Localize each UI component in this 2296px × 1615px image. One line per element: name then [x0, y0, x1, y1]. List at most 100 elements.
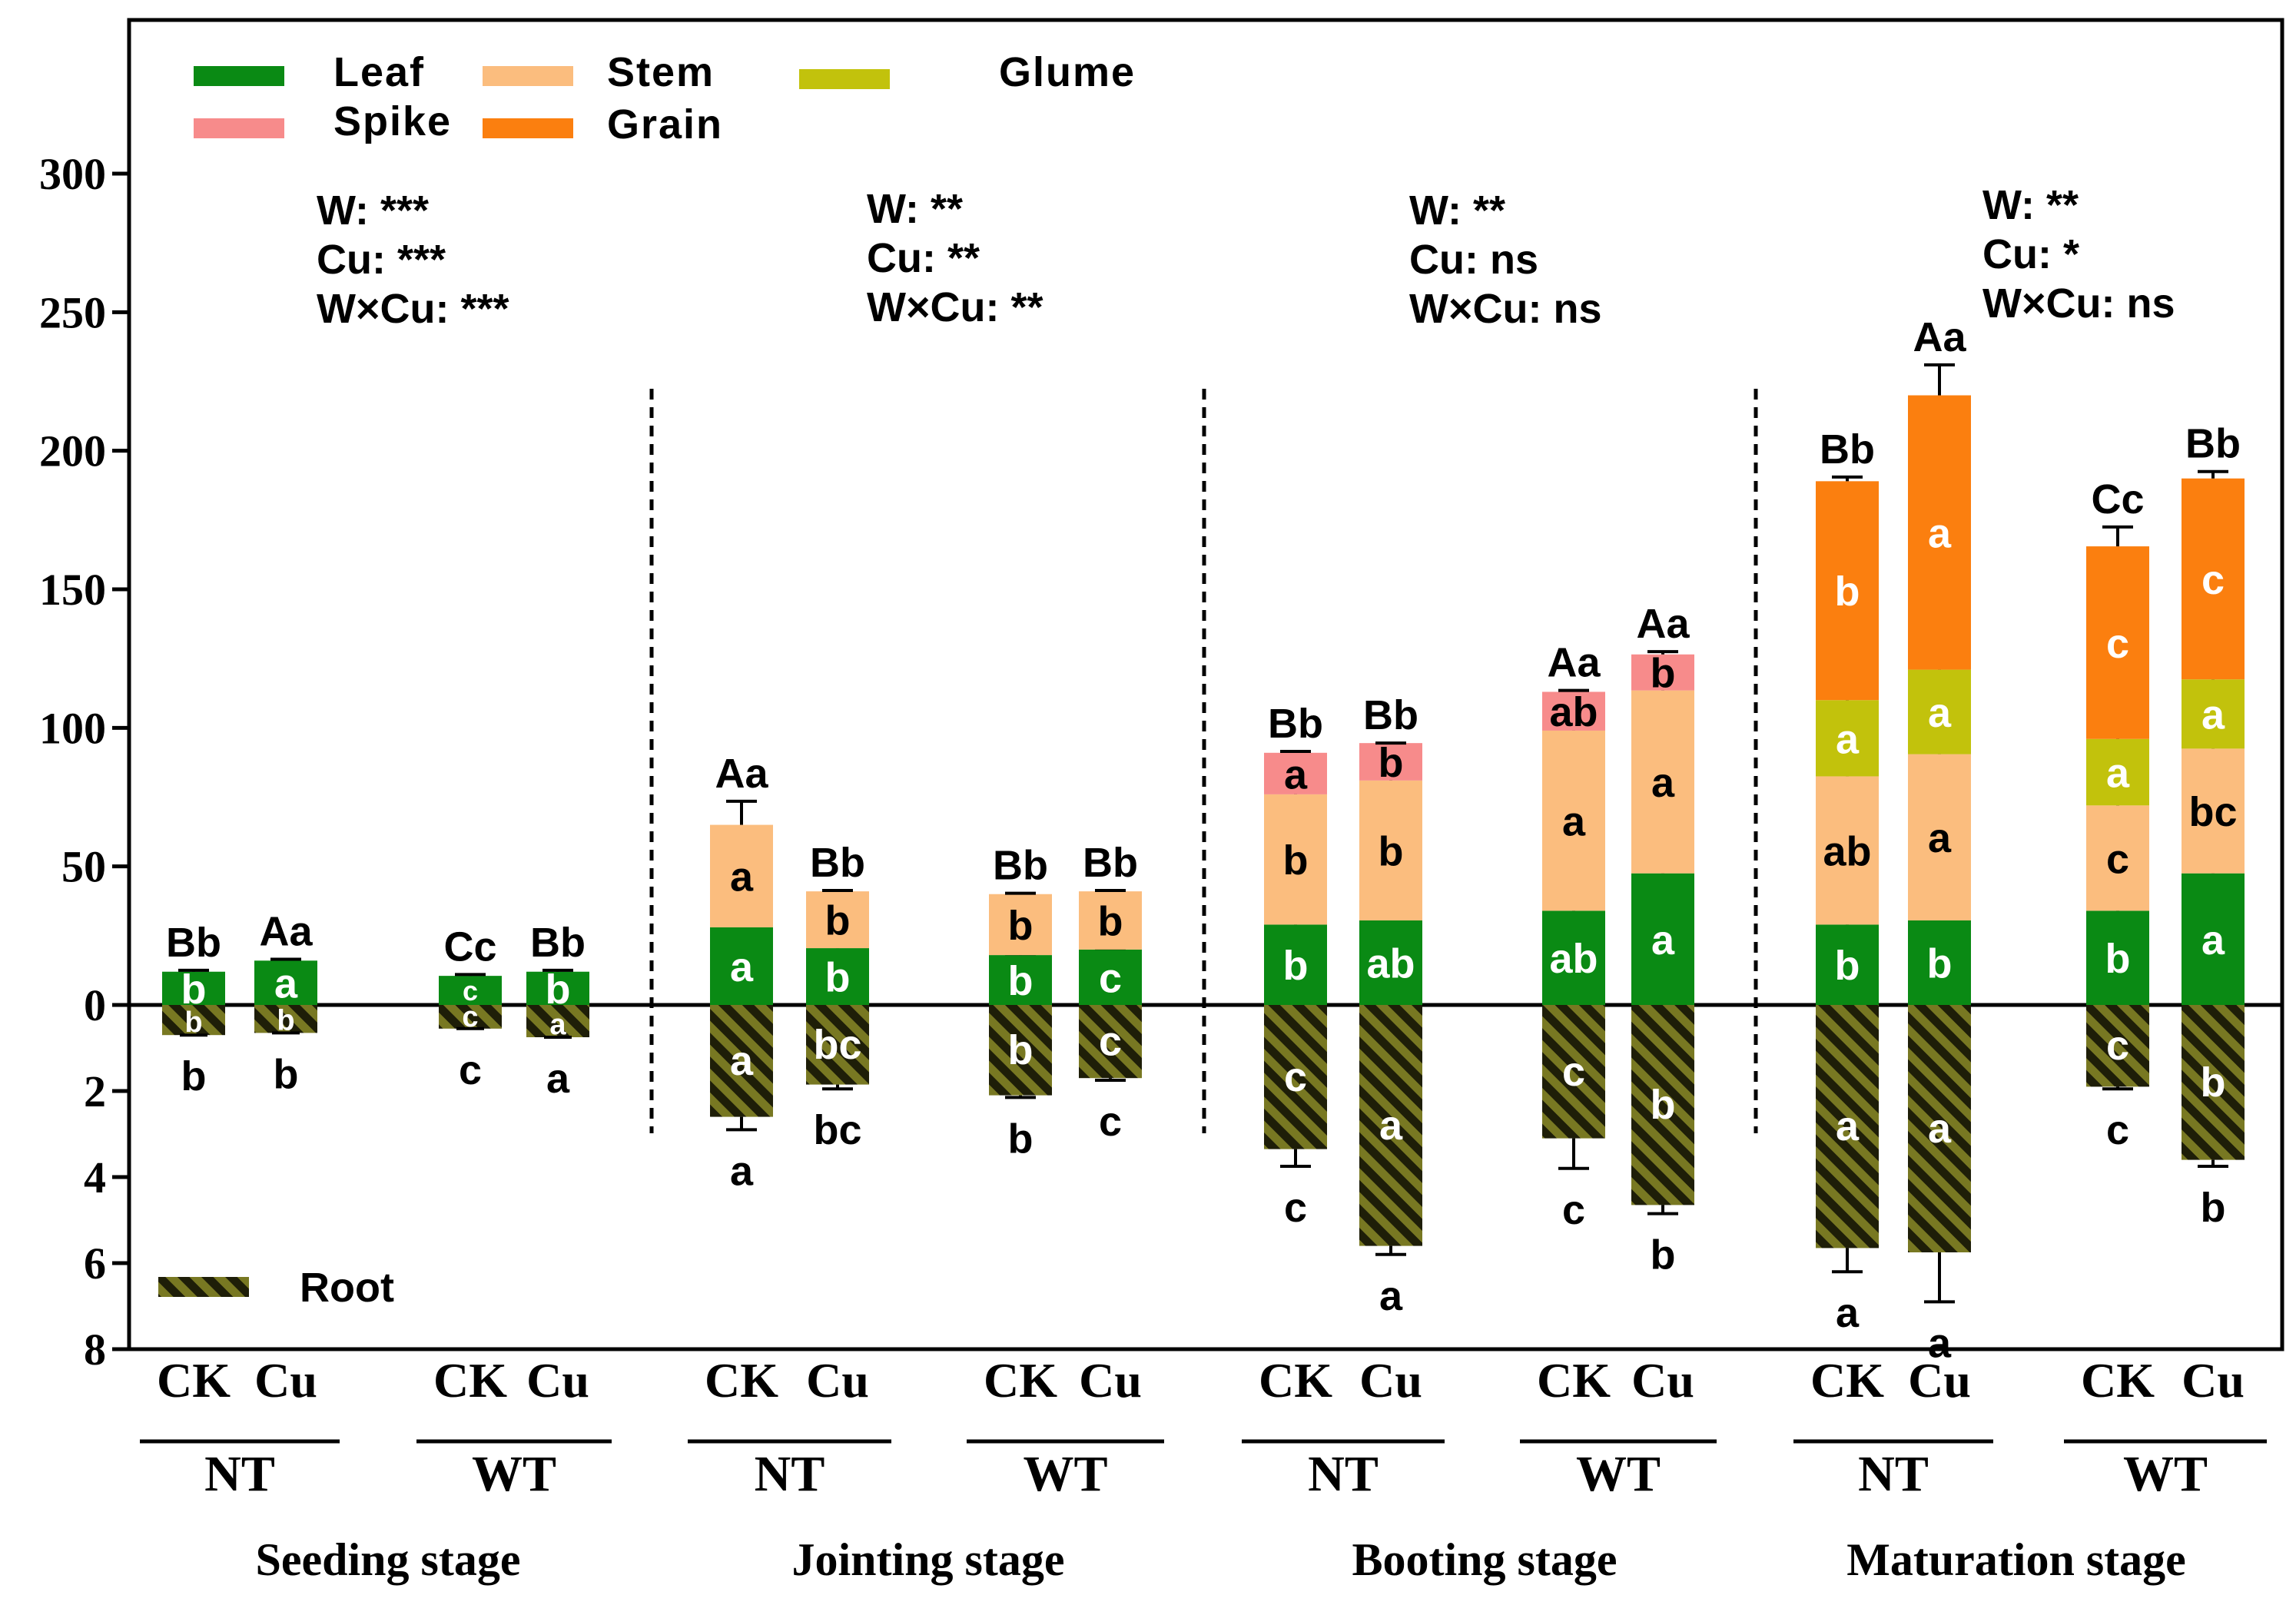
- root-letter: bc: [813, 1022, 861, 1068]
- plot-frame: [127, 18, 2284, 1351]
- x-category-label: Cu: [2182, 1353, 2245, 1408]
- segment-letter: c: [2106, 836, 2129, 882]
- legend-swatch-stem: [483, 66, 573, 86]
- root-letter: a: [549, 1009, 566, 1041]
- bar-root: [2086, 1005, 2149, 1087]
- segment-letter: b: [1927, 940, 1953, 987]
- segment-letter: a: [1562, 799, 1586, 845]
- bar-bottom-label: b: [2201, 1185, 2226, 1231]
- bar-bottom-label: a: [1836, 1290, 1860, 1336]
- bar-segment-leaf: [1542, 910, 1605, 1005]
- segment-letter: b: [1098, 898, 1123, 944]
- bar-root: [1542, 1005, 1605, 1139]
- stage-label: Booting stage: [1352, 1534, 1617, 1585]
- group-label: WT: [1576, 1446, 1661, 1502]
- segment-letter: a: [1928, 690, 1952, 736]
- bar-segment-stem: [1264, 794, 1327, 925]
- bar-bottom-label: c: [1562, 1187, 1585, 1233]
- legend-swatch-grain: [483, 118, 573, 138]
- group-label: WT: [1023, 1446, 1107, 1502]
- segment-letter: b: [1835, 943, 1860, 989]
- bar-bottom-label: c: [1284, 1185, 1307, 1231]
- root-letter: c: [1284, 1054, 1307, 1100]
- bar-root: [2182, 1005, 2245, 1160]
- bar-top-label: Cc: [443, 924, 496, 970]
- anova-stat-line: W: ***: [317, 187, 429, 234]
- bar-top-label: Bb: [1820, 426, 1875, 473]
- root-letter: a: [1836, 1103, 1860, 1149]
- bar-root: [989, 1005, 1052, 1096]
- root-letter: a: [730, 1038, 754, 1084]
- bar-segment-leaf: [254, 960, 317, 1005]
- bar-bottom-label: a: [1379, 1273, 1403, 1319]
- segment-letter: b: [825, 898, 851, 944]
- segment-letter: a: [730, 944, 754, 990]
- x-category-label: CK: [1810, 1353, 1884, 1408]
- bar-segment-spike: [1264, 752, 1327, 794]
- segment-letter: c: [2201, 557, 2225, 603]
- y-tick-label-upper: 0: [84, 980, 106, 1030]
- stage-label: Jointing stage: [791, 1534, 1064, 1585]
- segment-letter: a: [1836, 716, 1860, 762]
- x-category-label: CK: [984, 1353, 1057, 1408]
- bar-bottom-label: b: [1008, 1116, 1034, 1162]
- x-category-label: Cu: [806, 1353, 869, 1408]
- segment-letter: a: [2201, 692, 2225, 738]
- y-tick-label-upper: 250: [39, 287, 106, 337]
- y-tick-label-lower: 2: [84, 1066, 106, 1116]
- bar-top-label: Bb: [166, 920, 221, 966]
- group-label: NT: [1308, 1446, 1379, 1502]
- group-label: NT: [204, 1446, 275, 1502]
- bar-segment-spike: [1359, 743, 1422, 781]
- x-category-label: CK: [1537, 1353, 1611, 1408]
- bar-bottom-label: c: [459, 1047, 482, 1093]
- segment-letter: ab: [1549, 689, 1598, 735]
- bar-root: [254, 1005, 317, 1033]
- segment-letter: b: [1379, 740, 1404, 786]
- bar-segment-leaf: [989, 955, 1052, 1005]
- bar-top-label: Bb: [1363, 692, 1418, 738]
- bar-bottom-label: a: [1928, 1320, 1952, 1366]
- x-category-label: CK: [157, 1353, 231, 1408]
- group-label: WT: [2123, 1446, 2208, 1502]
- anova-stat-line: W×Cu: ns: [1982, 280, 2175, 327]
- root-letter: a: [1379, 1103, 1403, 1149]
- bar-bottom-label: bc: [813, 1107, 861, 1153]
- x-category-label: CK: [433, 1353, 507, 1408]
- bar-segment-grain: [1908, 395, 1971, 670]
- bar-top-label: Bb: [1083, 840, 1138, 886]
- root-letter: b: [2201, 1060, 2226, 1106]
- bar-segment-leaf: [1908, 920, 1971, 1005]
- bar-segment-stem: [1631, 690, 1694, 874]
- legend-swatch-spike: [194, 118, 284, 138]
- segment-letter: b: [546, 967, 571, 1013]
- segment-letter: a: [2106, 750, 2130, 796]
- bar-segment-grain: [1816, 481, 1879, 701]
- anova-stat-line: Cu: **: [867, 235, 980, 281]
- bar-segment-leaf: [1631, 873, 1694, 1005]
- bar-segment-stem: [1908, 754, 1971, 920]
- bar-bottom-label: c: [2106, 1107, 2129, 1153]
- bar-bottom-label: c: [1099, 1099, 1122, 1145]
- bar-top-label: Bb: [1268, 701, 1323, 747]
- segment-letter: c: [1099, 955, 1122, 1001]
- segment-letter: b: [825, 954, 851, 1000]
- bar-top-label: Aa: [1636, 601, 1690, 647]
- bar-bottom-label: b: [274, 1051, 299, 1097]
- x-category-label: Cu: [1079, 1353, 1142, 1408]
- segment-letter: c: [2106, 621, 2129, 667]
- bar-segment-stem: [1359, 780, 1422, 920]
- legend-label-glume: Glume: [999, 49, 1136, 95]
- bar-segment-leaf: [2086, 910, 2149, 1005]
- legend-swatch-root: [158, 1277, 249, 1297]
- root-letter: c: [1562, 1049, 1585, 1095]
- anova-stat-line: W×Cu: ***: [317, 286, 509, 332]
- x-category-label: CK: [2081, 1353, 2155, 1408]
- bar-segment-leaf: [2182, 873, 2245, 1005]
- x-category-label: CK: [1259, 1353, 1332, 1408]
- y-tick-label-upper: 100: [39, 703, 106, 753]
- bar-root: [806, 1005, 869, 1085]
- group-label: NT: [755, 1446, 825, 1502]
- bar-top-label: Aa: [1547, 640, 1601, 686]
